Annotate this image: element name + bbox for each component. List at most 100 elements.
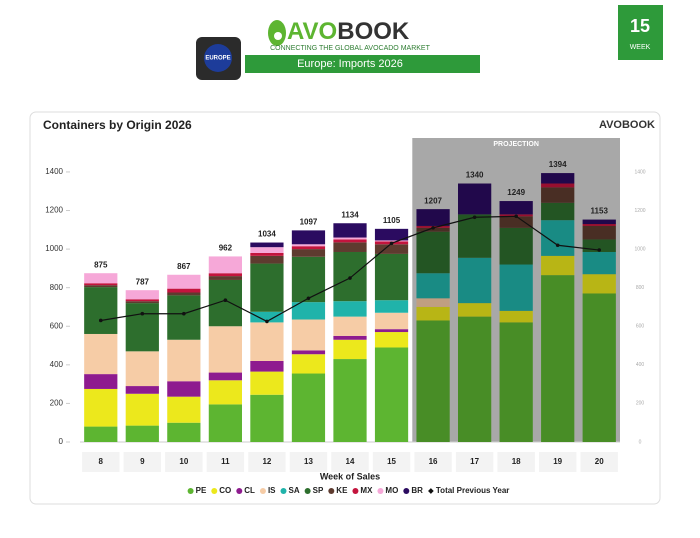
- bar-segment: [84, 285, 118, 288]
- bar-segment: [250, 247, 284, 253]
- legend-item: CL: [236, 486, 255, 495]
- projection-shade: [582, 219, 616, 442]
- y2-tick-label: 0: [639, 439, 642, 445]
- bar-segment: [374, 332, 409, 348]
- bar-segment: [291, 244, 326, 247]
- bar-segment: [374, 240, 409, 242]
- bar-segment: [458, 303, 492, 317]
- line-point: [431, 226, 435, 230]
- header: AVOBOOK CONNECTING THE GLOBAL AVOCADO MA…: [196, 5, 663, 80]
- y-tick-label: 1200: [45, 206, 63, 215]
- brand-suffix: BOOK: [337, 18, 410, 45]
- total-label: 875: [94, 260, 108, 269]
- total-label: 1340: [466, 171, 484, 180]
- legend-label: PE: [196, 486, 207, 495]
- projection-shade: [541, 173, 575, 443]
- bar-segment: [582, 274, 616, 294]
- y-tick-label: 800: [50, 283, 64, 292]
- bar-segment: [250, 242, 284, 248]
- bar-segment: [208, 276, 242, 280]
- x-tick-label: 20: [595, 457, 604, 466]
- bar-segment: [333, 237, 367, 240]
- bar-segment: [541, 202, 575, 221]
- bar-segment: [208, 279, 242, 327]
- x-tick-bg: [165, 452, 203, 472]
- bar-segment: [333, 223, 367, 238]
- x-tick-bg: [455, 452, 494, 472]
- bar-segment: [416, 320, 450, 442]
- x-tick-bg: [331, 452, 369, 472]
- legend-dot: [280, 488, 287, 494]
- x-tick-bg: [414, 452, 452, 472]
- brand-prefix: AVO: [287, 18, 337, 45]
- bar-segment: [374, 329, 409, 333]
- x-tick-label: 19: [553, 457, 562, 466]
- bar-segment: [333, 316, 367, 336]
- bar-segment: [250, 371, 284, 395]
- legend-item: KE: [328, 486, 348, 495]
- bar-segment: [250, 311, 284, 323]
- bar-segment: [416, 273, 450, 299]
- plot: PROJECTION 0 0 200 200 400 400 600 600 800 800 1000…: [45, 138, 646, 495]
- x-tick-bg: [539, 452, 577, 472]
- legend-item: MX: [352, 486, 373, 495]
- x-tick-label: 10: [179, 457, 188, 466]
- bar-segment: [167, 339, 201, 382]
- bar-segment: [84, 273, 118, 284]
- x-tick-label: 13: [304, 457, 313, 466]
- legend-label: MO: [385, 486, 398, 495]
- legend-item: SP: [304, 486, 324, 495]
- legend-dot: [211, 488, 218, 494]
- bar-segment: [374, 228, 409, 241]
- bar-segment: [208, 273, 242, 277]
- line-point: [472, 215, 477, 220]
- bar-segment: [499, 201, 533, 215]
- bar-segment: [374, 300, 409, 313]
- bar-segment: [333, 339, 367, 360]
- bar-segment: [125, 425, 159, 442]
- x-tick-bg: [123, 452, 161, 472]
- bar-segment: [250, 360, 284, 372]
- bar-segment: [541, 275, 575, 442]
- bar-segment: [582, 251, 616, 275]
- legend-label: CO: [219, 486, 231, 495]
- legend-item: Total Previous Year: [428, 486, 509, 495]
- bar-segment: [291, 350, 326, 355]
- line-point: [348, 276, 352, 280]
- bar-segment: [84, 287, 118, 334]
- bar-segment: [291, 302, 326, 320]
- bar-segment: [167, 422, 201, 442]
- x-tick-bg: [82, 452, 120, 472]
- legend-item: PE: [187, 486, 207, 495]
- bar-segment: [582, 225, 616, 240]
- bar-segment: [458, 214, 492, 258]
- line-point: [223, 298, 228, 303]
- x-tick-label: 11: [221, 457, 230, 466]
- bar-segment: [208, 380, 242, 405]
- legend: PE CO CL IS SA SP KE MX MO BR Total Previous Year: [187, 486, 509, 495]
- bar-segment: [291, 373, 326, 442]
- region-badge: EUROPE: [205, 56, 230, 62]
- bar-segment: [84, 374, 118, 389]
- y2-tick-label: 800: [636, 285, 645, 291]
- bar-segment: [374, 253, 409, 301]
- line-point: [182, 311, 186, 316]
- y-tick-label: 400: [50, 360, 64, 369]
- legend-dot: [377, 488, 384, 494]
- x-tick-label: 17: [470, 457, 479, 466]
- bar-segment: [333, 359, 367, 442]
- banner-bg: [245, 55, 480, 73]
- bar-segment: [416, 231, 450, 274]
- bar-segment: [167, 381, 201, 397]
- y2-tick-label: 200: [636, 401, 645, 407]
- legend-item: MO: [377, 486, 398, 495]
- line-point: [389, 241, 394, 246]
- bar-segment: [167, 274, 201, 289]
- bar-segment: [208, 326, 242, 373]
- total-label: 1207: [424, 196, 442, 205]
- bar-segment: [291, 354, 326, 374]
- bar-segment: [582, 219, 616, 225]
- legend-item: CO: [211, 486, 231, 495]
- y-tick-label: 600: [50, 321, 64, 330]
